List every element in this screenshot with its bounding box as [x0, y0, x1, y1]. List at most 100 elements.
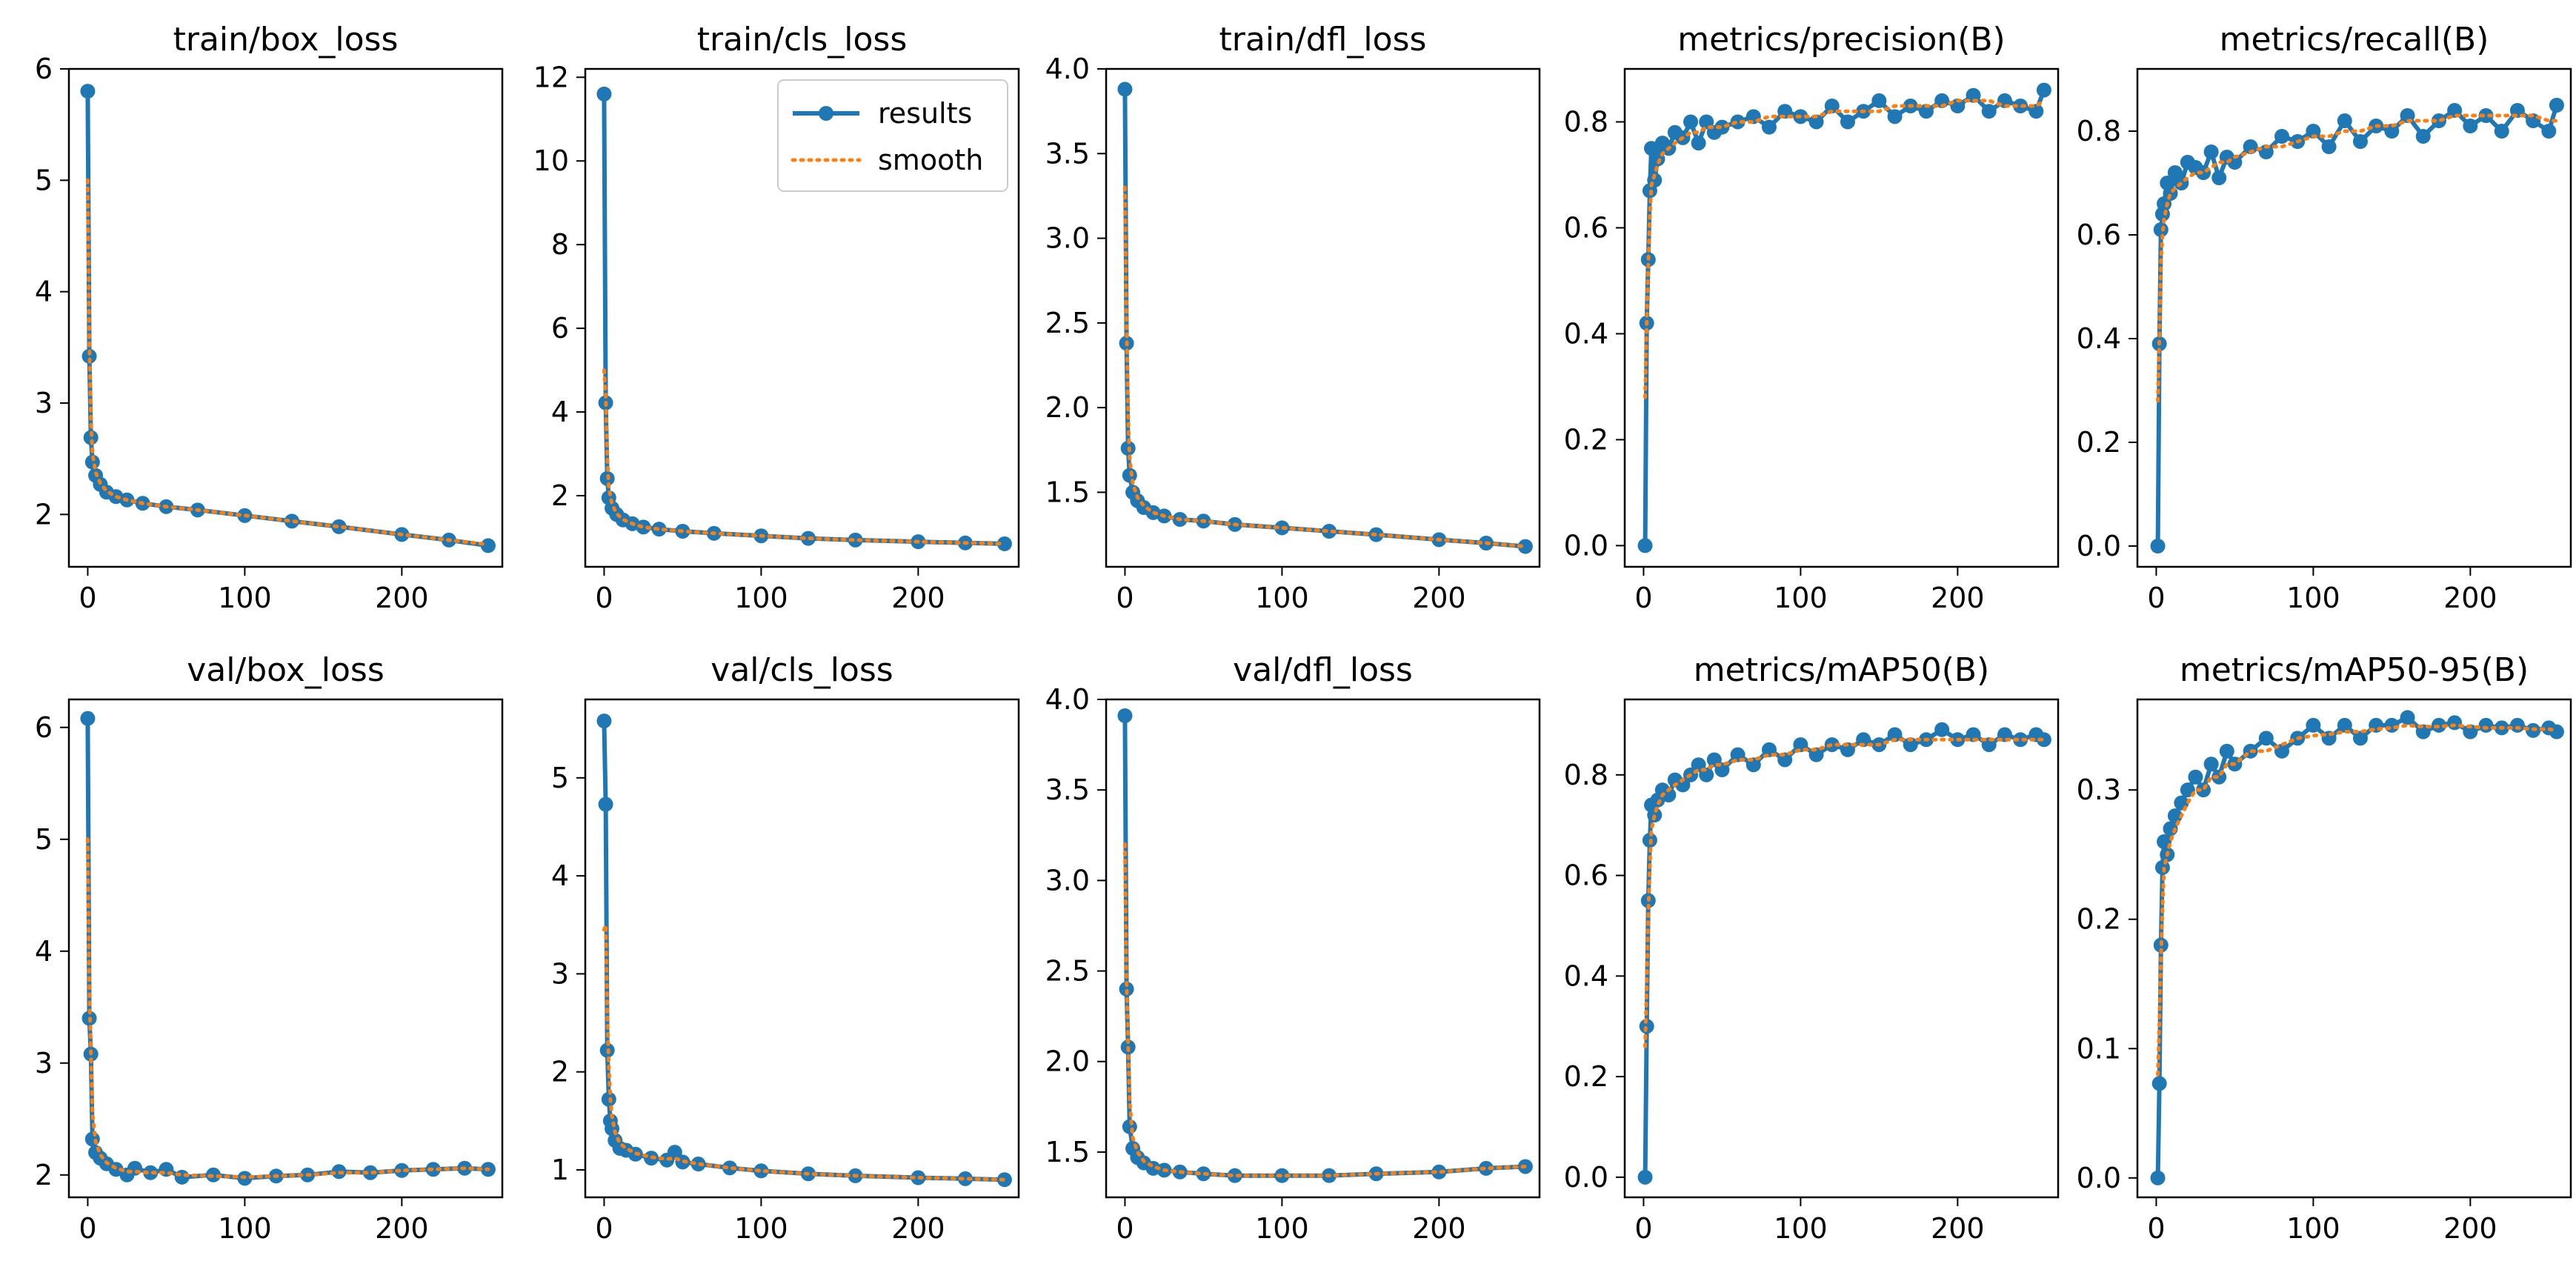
y-tick-label: 4 [35, 935, 53, 968]
x-tick-label: 100 [218, 582, 272, 614]
y-tick-label: 0.2 [1564, 1060, 1608, 1093]
chart-panel-val-box-loss: val/box_loss 0 100 200 2 3 4 5 6 [35, 651, 504, 1245]
results-point [1808, 114, 1824, 130]
x-tick-label: 200 [1412, 582, 1466, 614]
x-tick-label: 0 [1634, 582, 1652, 614]
results-point [1321, 524, 1337, 539]
results-point [2151, 1076, 2167, 1091]
y-tick-label: 3 [551, 957, 569, 990]
y-tick-label: 1 [551, 1154, 569, 1186]
results-point [80, 84, 96, 99]
chart-title: metrics/mAP50(B) [1694, 651, 1989, 689]
results-point [174, 1169, 190, 1185]
results-point [2478, 108, 2494, 123]
x-tick-label: 0 [79, 582, 96, 614]
results-point [1478, 1160, 1494, 1176]
results-point [2463, 119, 2478, 133]
results-point [1871, 93, 1887, 108]
y-tick-label: 5 [551, 762, 569, 794]
x-tick-label: 0 [1116, 582, 1134, 614]
results-line [2155, 715, 2558, 1178]
results-line [85, 91, 489, 548]
x-tick-label: 200 [2443, 1212, 2497, 1245]
legend-results-label: results [878, 97, 972, 130]
results-point [1762, 119, 1777, 135]
chart-title: train/box_loss [173, 21, 399, 59]
results-point [2321, 139, 2337, 154]
y-tick-label: 0.6 [1564, 211, 1608, 244]
results-point [2211, 170, 2227, 185]
y-tick-label: 12 [533, 61, 569, 93]
results-point [2258, 731, 2274, 746]
y-tick-label: 1.5 [1045, 1136, 1090, 1168]
chart-panel-val-dfl-loss: val/dfl_loss 0 100 200 1.5 2.0 2.5 3.0 3.5 4.0 [1045, 651, 1541, 1245]
chart-title: val/cls_loss [710, 651, 893, 689]
y-tick-label: 2.0 [1045, 391, 1090, 424]
chart-panel-train-cls-loss: train/cls_loss 0 100 200 2 4 6 8 10 12 results smoo… [533, 21, 1020, 614]
y-tick-label: 0.8 [1564, 759, 1608, 791]
results-point [1517, 539, 1533, 554]
results-point [2153, 222, 2169, 237]
plot-frame [2136, 698, 2572, 1199]
results-point [2203, 144, 2219, 159]
results-point [2150, 1170, 2166, 1185]
results-point [1691, 136, 1706, 151]
x-tick-label: 100 [1774, 582, 1828, 614]
results-point [83, 430, 99, 445]
results-point [722, 1160, 737, 1176]
chart-title: metrics/mAP50-95(B) [2180, 651, 2529, 689]
chart-panel-val-cls-loss: val/cls_loss 0 100 200 1 2 3 4 5 [551, 651, 1020, 1245]
plot-frame [1105, 698, 1541, 1199]
x-tick-label: 200 [891, 1212, 945, 1245]
y-tick-label: 0.0 [2077, 530, 2121, 562]
results-point [1122, 468, 1137, 483]
results-point [1683, 114, 1699, 130]
chart-panel-metrics-recall-b: metrics/recall(B) 0 100 200 0.0 0.2 0.4 0.6 0.8 [2077, 21, 2572, 614]
results-point [2400, 710, 2415, 725]
x-tick-label: 100 [218, 1212, 272, 1245]
results-point [2337, 717, 2352, 733]
legend-smooth-label: smooth [878, 144, 983, 176]
results-point [2188, 769, 2203, 785]
x-tick-label: 0 [2147, 582, 2165, 614]
smooth-line [1643, 99, 2046, 399]
results-point [996, 536, 1012, 551]
x-tick-label: 200 [1931, 1212, 1985, 1245]
y-tick-label: 2 [35, 1159, 53, 1191]
results-point [596, 714, 612, 729]
results-point [1661, 787, 1677, 802]
results-point [1887, 109, 1903, 124]
x-tick-label: 100 [1255, 1212, 1309, 1245]
x-tick-label: 200 [2443, 582, 2497, 614]
y-tick-label: 0.3 [2077, 774, 2121, 806]
chart-legend: results smooth [777, 79, 1008, 192]
chart-title: metrics/recall(B) [2220, 21, 2489, 59]
results-point [2478, 717, 2494, 733]
results-point [598, 796, 613, 812]
y-tick-label: 0.0 [1564, 1161, 1608, 1194]
results-line [85, 718, 489, 1181]
results-point [2509, 717, 2525, 733]
chart-title: val/dfl_loss [1233, 651, 1413, 689]
y-tick-label: 0.0 [1564, 529, 1608, 562]
smooth-line [1122, 842, 1528, 1178]
y-tick-label: 4.0 [1045, 683, 1090, 716]
results-point [1981, 104, 1997, 119]
results-point [2415, 129, 2431, 144]
results-point [2036, 82, 2051, 98]
results-point [1918, 104, 1934, 119]
results-line [1122, 715, 1526, 1178]
y-tick-label: 3 [35, 387, 53, 419]
y-tick-label: 10 [533, 144, 569, 177]
y-tick-label: 0.8 [2077, 115, 2121, 147]
results-point [331, 519, 347, 534]
chart-panel-metrics-map50-95-b: metrics/mAP50-95(B) 0 100 200 0.0 0.1 0.2 0.3 [2077, 651, 2572, 1245]
plot-frame [584, 698, 1020, 1199]
results-point [2352, 134, 2368, 149]
results-point [2167, 808, 2183, 824]
results-point [2549, 724, 2564, 739]
results-point [2463, 724, 2478, 739]
results-point [2431, 113, 2446, 128]
results-point [1637, 1169, 1653, 1185]
chart-panel-metrics-precision-b: metrics/precision(B) 0 100 200 0.0 0.2 0.4 0.6 0… [1564, 21, 2060, 614]
